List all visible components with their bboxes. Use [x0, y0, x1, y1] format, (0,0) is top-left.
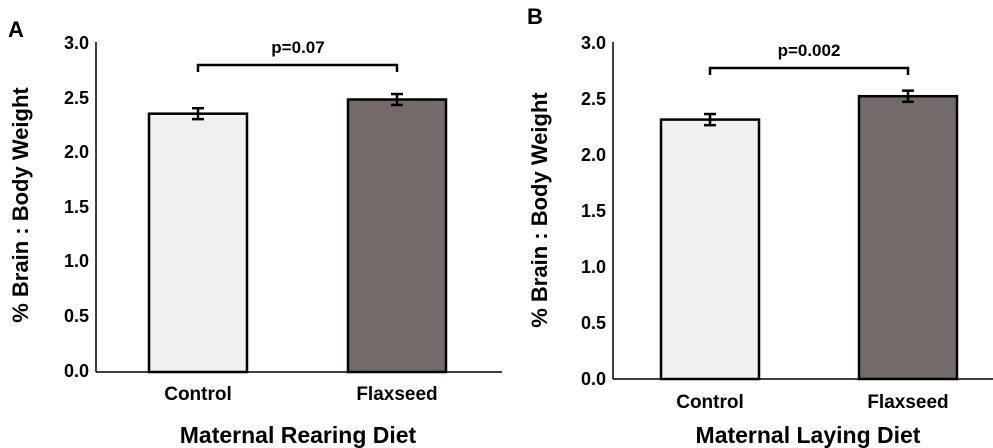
p-value-annotation-b: p=0.002 — [778, 41, 841, 60]
y-tick-label: 2.5 — [64, 88, 89, 108]
significance-bracket-b — [708, 66, 910, 75]
x-axis-label-b: Maternal Laying Diet — [696, 422, 921, 448]
y-tick-label: 2.5 — [581, 89, 606, 109]
panel-letter-b: B — [527, 4, 543, 29]
error-bar-control — [192, 106, 204, 121]
y-tick-label: 0.0 — [64, 361, 89, 381]
y-tick-label: 2.0 — [64, 142, 89, 162]
y-tick-label: 0.5 — [581, 313, 606, 333]
chart-panel-a: A % Brain : Body Weight 0.0 0.5 1.0 1.5 … — [8, 17, 502, 448]
significance-bracket-a — [196, 63, 399, 72]
bar-control — [659, 118, 761, 381]
x-tick-label-control-a: Control — [164, 384, 232, 405]
y-tick-label: 3.0 — [64, 33, 89, 53]
y-tick-label: 1.5 — [64, 197, 89, 217]
error-bar-control — [704, 112, 716, 127]
y-axis-label-b: % Brain : Body Weight — [527, 92, 552, 328]
p-value-annotation-a: p=0.07 — [271, 38, 324, 57]
bars-b — [659, 89, 959, 381]
bar-control — [147, 112, 249, 374]
error-bar-flaxseed — [902, 89, 914, 104]
bar-flaxseed — [346, 98, 448, 374]
x-tick-label-control-b: Control — [676, 392, 744, 413]
y-tick-label: 1.5 — [581, 201, 606, 221]
chart-panel-b: B % Brain : Body Weight 0.0 0.5 1.0 1.5 … — [527, 4, 993, 448]
panel-letter-a: A — [8, 17, 24, 42]
bar-flaxseed — [857, 94, 959, 381]
y-tick-label: 0.0 — [581, 369, 606, 389]
error-bar-flaxseed — [391, 92, 403, 107]
x-tick-label-flaxseed-a: Flaxseed — [356, 384, 437, 405]
y-tick-label: 1.0 — [64, 251, 89, 271]
y-tick-label: 3.0 — [581, 33, 606, 53]
y-tick-labels-a: 0.0 0.5 1.0 1.5 2.0 2.5 3.0 — [64, 33, 89, 381]
y-tick-label: 0.5 — [64, 306, 89, 326]
y-tick-label: 1.0 — [581, 257, 606, 277]
y-tick-label: 2.0 — [581, 145, 606, 165]
y-axis-label-a: % Brain : Body Weight — [8, 87, 33, 323]
x-tick-label-flaxseed-b: Flaxseed — [867, 392, 948, 413]
bars-a — [147, 92, 448, 374]
x-axis-label-a: Maternal Rearing Diet — [180, 422, 417, 448]
y-tick-labels-b: 0.0 0.5 1.0 1.5 2.0 2.5 3.0 — [581, 33, 606, 389]
